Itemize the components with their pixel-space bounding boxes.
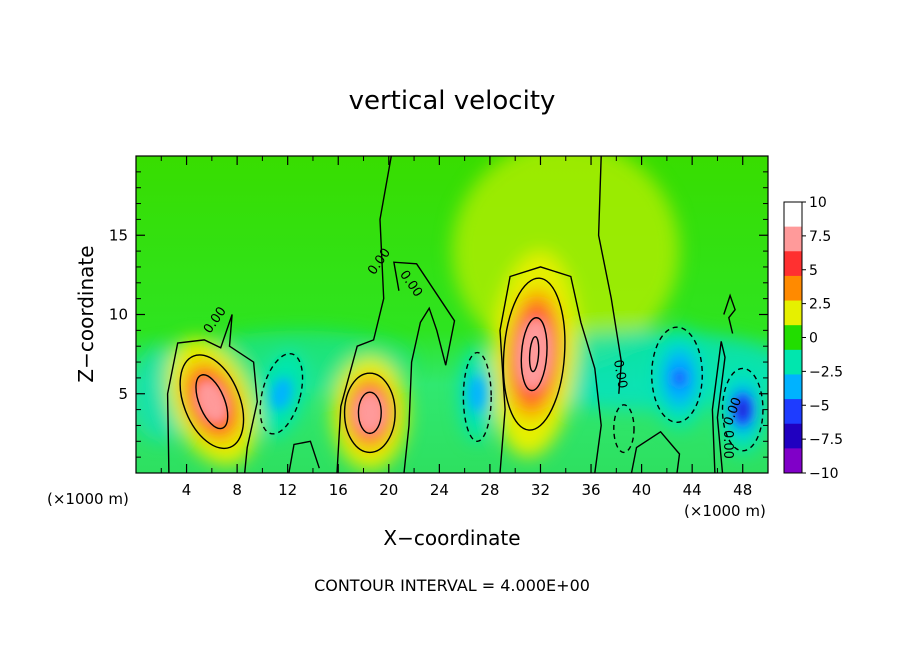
chart-title: vertical velocity xyxy=(348,86,556,116)
contour-12-right xyxy=(528,336,540,373)
colorbar-segment xyxy=(784,374,802,400)
zero-contour-right xyxy=(499,266,602,473)
contour-4-left xyxy=(179,354,245,450)
colorbar-segment xyxy=(784,300,802,326)
x-tick-label: 40 xyxy=(632,481,651,499)
contour-label: 0.00 xyxy=(610,359,630,390)
colorbar-segment xyxy=(784,325,802,351)
zero-contour-left xyxy=(166,314,259,473)
zero-contour-far-right xyxy=(711,341,726,473)
colorbar-segment xyxy=(784,423,802,449)
colorbar-segment xyxy=(784,399,802,425)
x-tick-label: 24 xyxy=(430,481,449,499)
feature-core-level xyxy=(738,401,747,418)
contour-neg-right xyxy=(651,326,703,423)
x-unit-label: (×1000 m) xyxy=(684,502,766,520)
y-axis: 5 10 15 xyxy=(109,171,768,458)
colorbar-tick-label: −5 xyxy=(809,398,830,414)
x-tick-label: 28 xyxy=(480,481,499,499)
feature-core-level xyxy=(276,385,286,402)
velocity-field-cores xyxy=(196,319,751,433)
contour-neg-center xyxy=(462,351,492,443)
colorbar-segment xyxy=(784,202,802,228)
colorbar-segment xyxy=(784,226,802,252)
x-tick-label: 16 xyxy=(329,481,348,499)
feature-core-level xyxy=(474,385,481,403)
x-tick-label: 32 xyxy=(531,481,550,499)
feature-core xyxy=(471,377,484,410)
x-tick-label: 8 xyxy=(232,481,242,499)
feature-core xyxy=(272,379,290,409)
feature-core xyxy=(670,360,689,396)
x-tick-label: 44 xyxy=(683,481,702,499)
zero-contour-upper-right xyxy=(597,156,623,394)
y-tick-label: 5 xyxy=(118,385,128,403)
x-tick-label: 12 xyxy=(278,481,297,499)
colorbar-segment xyxy=(784,448,802,474)
x-axis-label: X−coordinate xyxy=(383,526,521,550)
plot-area xyxy=(136,156,768,473)
y-unit-label: (×1000 m) xyxy=(47,490,129,508)
colorbar-tick-label: 0 xyxy=(809,331,818,347)
x-tick-label: 48 xyxy=(733,481,752,499)
contour-8-center xyxy=(357,391,382,435)
colorbar-segment xyxy=(784,349,802,375)
y-tick-label: 10 xyxy=(109,306,128,324)
colorbar-tick-label: −7.5 xyxy=(809,432,843,448)
x-axis: 4 8 12 16 20 24 28 32 36 40 44 48 xyxy=(160,156,752,499)
contour-8-left xyxy=(195,374,229,430)
contour-lines xyxy=(166,156,764,473)
colorbar-segment xyxy=(784,251,802,277)
zero-contour-far-right-top xyxy=(723,293,736,334)
contour-8-right xyxy=(520,317,548,392)
contour-neg-lower-right xyxy=(613,404,635,454)
x-tick-label: 4 xyxy=(182,481,192,499)
contour-neg-far-right xyxy=(721,367,764,452)
y-tick-label: 15 xyxy=(109,226,128,244)
feature-core xyxy=(734,394,751,425)
zero-contour-bottom-right xyxy=(630,430,681,473)
zero-contour-bottom xyxy=(288,440,320,473)
feature-core xyxy=(356,393,383,433)
colorbar-tick-label: −2.5 xyxy=(809,364,843,380)
colorbar-segment xyxy=(784,275,802,302)
contour-label: 0.00 xyxy=(720,430,735,459)
colorbar-tick-label: 10 xyxy=(809,195,827,211)
contour-interval-note: CONTOUR INTERVAL = 4.000E+00 xyxy=(314,576,590,595)
feature-core-level xyxy=(363,402,377,424)
contour-4-right xyxy=(502,277,566,431)
colorbar-tick-label: 5 xyxy=(809,263,818,279)
contour-4-center xyxy=(343,372,396,454)
colorbar-tick-label: 2.5 xyxy=(809,297,831,313)
y-axis-label: Z−coordinate xyxy=(74,245,98,383)
colorbar-tick-label: 7.5 xyxy=(809,229,831,245)
x-tick-label: 36 xyxy=(581,481,600,499)
colorbar: 10 7.5 5 2.5 0 −2.5 −5 −7.5 −10 xyxy=(783,195,843,482)
contour-neg-left xyxy=(259,352,304,435)
feature-core xyxy=(196,380,228,424)
x-tick-label: 20 xyxy=(379,481,398,499)
feature-core-level xyxy=(203,390,220,414)
colorbar-tick-label: −10 xyxy=(809,466,839,482)
feature-core-level xyxy=(674,368,685,388)
zero-contour-center xyxy=(393,261,456,473)
zero-contour-center-left xyxy=(336,156,392,473)
